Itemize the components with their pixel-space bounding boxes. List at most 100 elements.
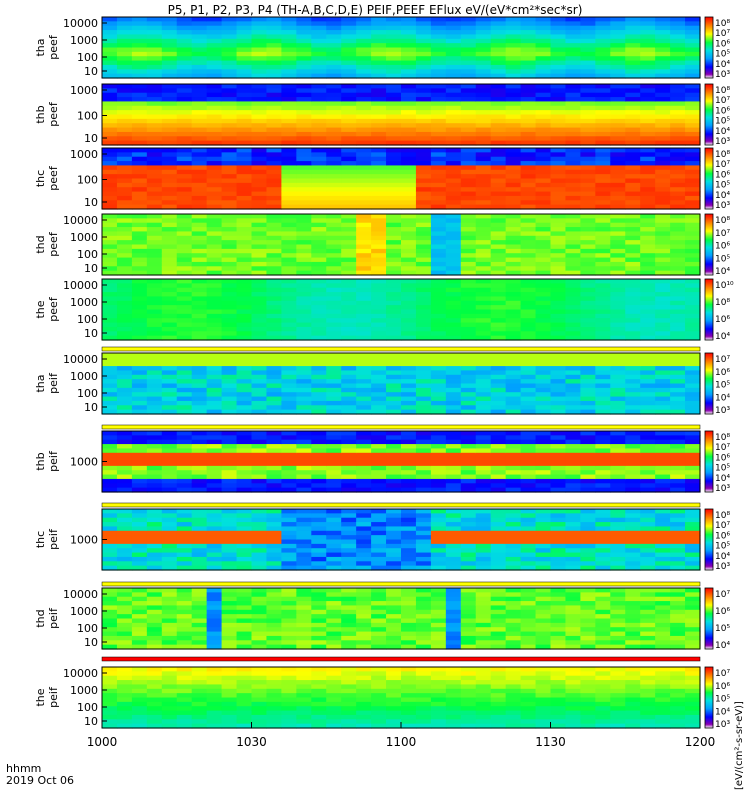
heatmap-cell <box>535 335 552 341</box>
heatmap-cell <box>550 478 567 484</box>
heatmap-cell <box>191 431 208 436</box>
heatmap-cell <box>670 543 686 549</box>
heatmap-cell <box>251 400 268 406</box>
heatmap-cell <box>206 195 223 201</box>
heatmap-cell <box>296 292 312 298</box>
heatmap-cell <box>221 51 238 57</box>
heatmap-cell <box>266 165 282 171</box>
heatmap-cell <box>520 214 537 219</box>
heatmap-cell <box>595 101 611 107</box>
heatmap-cell <box>610 51 626 57</box>
heatmap-cell <box>251 214 268 219</box>
heatmap-cell <box>595 231 611 237</box>
heatmap-cell <box>520 465 537 471</box>
heatmap-cell <box>371 30 387 36</box>
heatmap-cell <box>221 522 238 528</box>
heatmap-cell <box>236 69 253 75</box>
heatmap-cell <box>281 174 297 180</box>
heatmap-cell <box>311 561 327 567</box>
heatmap-cell <box>580 43 596 49</box>
heatmap-cell <box>371 335 387 341</box>
heatmap-cell <box>460 73 477 79</box>
heatmap-cell <box>281 588 297 593</box>
heatmap-cell <box>610 543 626 549</box>
heatmap-cell <box>460 200 477 206</box>
heatmap-cell <box>266 474 282 480</box>
heatmap-cell <box>296 448 312 454</box>
heatmap-cell <box>685 222 701 228</box>
heatmap-cell <box>580 214 596 219</box>
heatmap-cell <box>685 513 701 519</box>
heatmap-cell <box>102 136 118 142</box>
heatmap-cell <box>266 257 282 263</box>
heatmap-cell <box>281 300 297 306</box>
heatmap-cell <box>371 592 387 598</box>
heatmap-cell <box>251 543 268 549</box>
heatmap-cell <box>236 644 253 650</box>
heatmap-cell <box>146 152 163 158</box>
heatmap-cell <box>670 261 686 267</box>
heatmap-cell <box>102 195 118 201</box>
heatmap-cell <box>580 195 596 201</box>
heatmap-cell <box>371 614 387 620</box>
heatmap-cell <box>251 156 268 162</box>
heatmap-cell <box>251 283 268 289</box>
heatmap-cell <box>640 227 656 233</box>
heatmap-cell <box>505 287 522 293</box>
heatmap-cell <box>176 88 193 94</box>
heatmap-cell <box>610 178 626 184</box>
heatmap-cell <box>610 452 626 458</box>
heatmap-cell <box>550 530 567 536</box>
heatmap-cell <box>281 601 297 607</box>
heatmap-cell <box>655 266 671 272</box>
heatmap-cell <box>161 64 178 70</box>
heatmap-cell <box>356 552 372 558</box>
heatmap-cell <box>505 444 522 450</box>
heatmap-cell <box>161 326 178 332</box>
heatmap-cell <box>565 318 581 324</box>
heatmap-cell <box>595 140 611 146</box>
heatmap-cell <box>505 84 522 89</box>
heatmap-cell <box>490 101 507 107</box>
heatmap-cell <box>311 465 327 471</box>
heatmap-cell <box>371 114 387 120</box>
heatmap-cell <box>251 335 268 341</box>
heatmap-cell <box>580 38 596 44</box>
heatmap-cell <box>445 261 462 267</box>
heatmap-cell <box>161 296 178 302</box>
heatmap-cell <box>191 101 208 107</box>
heatmap-cell <box>490 182 507 188</box>
heatmap-cell <box>595 400 611 406</box>
heatmap-cell <box>475 248 492 254</box>
heatmap-cell <box>460 387 477 393</box>
heatmap-cell <box>161 461 178 467</box>
heatmap-cell <box>356 140 372 146</box>
y-tick-label: 10 <box>84 327 98 340</box>
heatmap-cell <box>670 478 686 484</box>
heatmap-cell <box>131 244 148 250</box>
heatmap-cell <box>236 535 253 541</box>
heatmap-cell <box>356 509 372 514</box>
heatmap-cell <box>505 322 522 328</box>
colorbar-tick-label: 10⁷ <box>715 160 730 170</box>
heatmap-cell <box>281 614 297 620</box>
heatmap-cell <box>580 409 596 415</box>
heatmap-cell <box>475 84 492 89</box>
heatmap-cell <box>565 370 581 376</box>
heatmap-cell <box>102 635 118 641</box>
heatmap-cell <box>445 140 462 146</box>
heatmap-cell <box>610 64 626 70</box>
heatmap-cell <box>206 84 223 89</box>
heatmap-cell <box>341 97 357 103</box>
heatmap-cell <box>371 270 387 276</box>
heatmap-cell <box>401 322 417 328</box>
heatmap-cell <box>341 244 357 250</box>
heatmap-cell <box>326 156 342 162</box>
heatmap-cell <box>311 110 327 116</box>
heatmap-cell <box>490 21 507 27</box>
heatmap-cell <box>460 618 477 624</box>
heatmap-cell <box>116 152 133 158</box>
heatmap-cell <box>146 513 163 519</box>
heatmap-cell <box>341 379 357 385</box>
heatmap-cell <box>535 309 552 315</box>
